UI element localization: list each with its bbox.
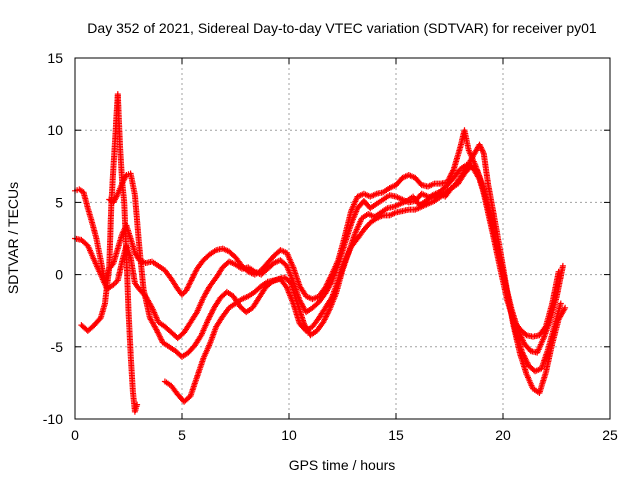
data-points	[72, 91, 569, 415]
data-point	[134, 401, 141, 408]
x-tick-label: 20	[495, 427, 511, 443]
x-tick-label: 10	[281, 427, 297, 443]
x-tick-label: 15	[388, 427, 404, 443]
x-tick-label: 0	[71, 427, 79, 443]
y-tick-label: 5	[55, 194, 63, 210]
y-tick-label: -5	[51, 339, 64, 355]
data-point	[557, 300, 564, 307]
data-point	[559, 262, 566, 269]
x-axis-label: GPS time / hours	[289, 457, 396, 473]
plot-frame	[74, 57, 611, 420]
x-tick-label: 5	[178, 427, 186, 443]
y-tick-label: 10	[47, 122, 63, 138]
y-tick-label: 15	[47, 50, 63, 66]
y-tick-label: -10	[43, 411, 63, 427]
chart-title: Day 352 of 2021, Sidereal Day-to-day VTE…	[87, 20, 597, 36]
y-axis-label: SDTVAR / TECUs	[5, 182, 21, 294]
data-point	[562, 304, 569, 311]
y-tick-label: 0	[55, 267, 63, 283]
x-tick-label: 25	[602, 427, 618, 443]
series-track-d	[78, 91, 569, 415]
